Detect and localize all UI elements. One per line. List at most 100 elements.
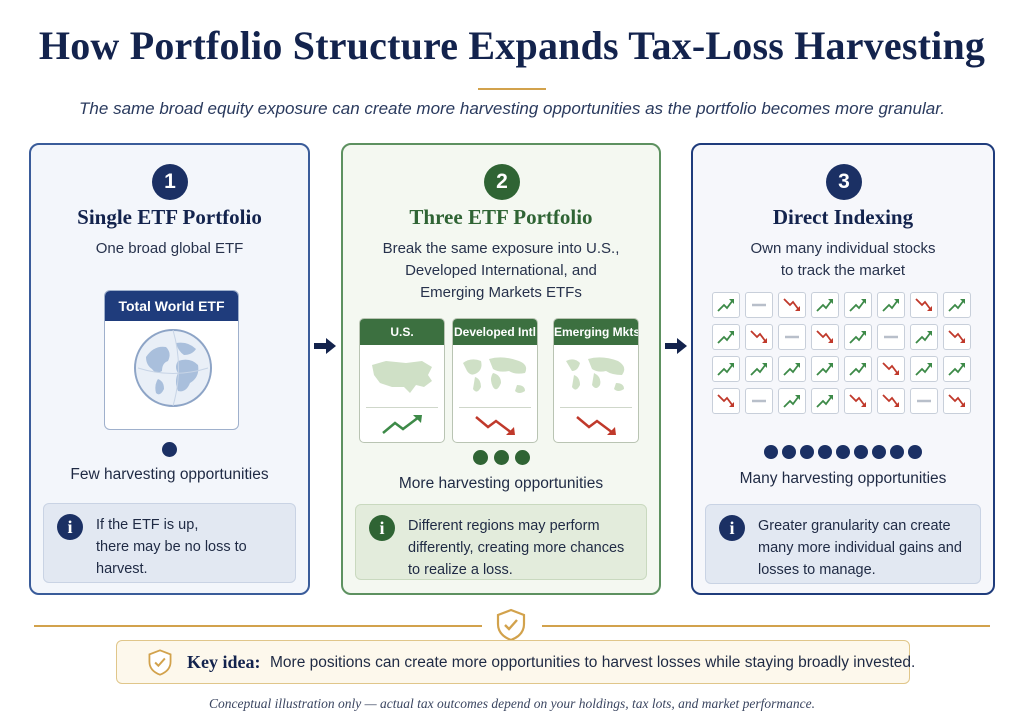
opportunity-dot <box>908 445 922 459</box>
trend-down-icon <box>475 416 515 435</box>
info-line: Greater granularity can create <box>758 518 951 534</box>
stock-cell-up <box>910 356 938 382</box>
stock-cell-up <box>844 292 872 318</box>
info-icon: i <box>719 515 745 541</box>
section-divider <box>542 625 990 627</box>
info-text: If the ETF is up, there may be no loss t… <box>96 514 287 580</box>
trend-up-icon <box>816 395 833 408</box>
description-line: to track the market <box>780 262 906 279</box>
description-line: Developed International, and <box>405 262 597 279</box>
stock-cell-down <box>745 324 773 350</box>
stock-cell-flat <box>910 388 938 414</box>
trend-flat-icon <box>917 399 931 403</box>
stock-cell-down <box>712 388 740 414</box>
trend-down-icon <box>948 330 965 343</box>
stock-cell-up <box>811 388 839 414</box>
stock-cell-up <box>745 356 773 382</box>
info-line: to realize a loss. <box>408 562 513 578</box>
trend-up-icon <box>948 299 965 312</box>
key-idea-text: More positions can create more opportuni… <box>270 654 916 671</box>
trend-flat-icon <box>752 399 766 403</box>
stock-cell-up <box>877 292 905 318</box>
stock-cell-down <box>877 356 905 382</box>
opportunity-dot <box>514 450 530 465</box>
description-line: Emerging Markets ETFs <box>420 284 582 301</box>
info-line: Different regions may perform <box>408 518 600 534</box>
stock-cell-up <box>712 324 740 350</box>
trend-down-icon <box>750 330 767 343</box>
trend-up-icon <box>849 331 866 344</box>
card-title: Direct Indexing <box>772 205 914 229</box>
trend-down-icon <box>849 394 866 407</box>
trend-up-icon <box>915 331 932 344</box>
trend-up-icon <box>783 395 800 408</box>
globe-icon <box>134 329 212 407</box>
info-icon: i <box>57 514 83 540</box>
opportunity-label: Many harvesting opportunities <box>739 470 947 487</box>
stock-cell-down <box>778 292 806 318</box>
region-card-developed: Developed Intl <box>452 318 538 443</box>
card-three-etf: 2 Three ETF Portfolio Break the same exp… <box>341 143 661 595</box>
trend-up-icon <box>750 363 767 376</box>
trend-down-icon <box>882 394 899 407</box>
us-map-icon <box>372 361 432 393</box>
trend-up-icon <box>816 363 833 376</box>
description-line: Break the same exposure into U.S., <box>382 240 620 257</box>
world-map-icon <box>463 357 527 393</box>
shield-check-icon <box>496 608 526 642</box>
opportunity-dot <box>836 445 850 459</box>
trend-down-icon <box>783 298 800 311</box>
stock-cell-down <box>910 292 938 318</box>
stock-cell-up <box>943 292 971 318</box>
trend-flat-icon <box>752 303 766 307</box>
trend-up-icon <box>717 299 734 312</box>
stock-cell-up <box>778 356 806 382</box>
stock-cell-up <box>844 356 872 382</box>
arrow-right-icon <box>665 338 687 354</box>
info-line: there may be no loss to harvest. <box>96 539 247 577</box>
trend-up-icon <box>849 299 866 312</box>
trend-flat-icon <box>785 335 799 339</box>
step-number-badge: 1 <box>152 164 188 200</box>
trend-up-icon <box>816 299 833 312</box>
info-box: i Different regions may perform differen… <box>355 504 647 580</box>
opportunity-dot <box>162 442 177 457</box>
etf-box: Total World ETF <box>104 290 239 430</box>
region-divider <box>459 407 531 408</box>
trend-up-icon <box>915 363 932 376</box>
trend-up-icon <box>849 363 866 376</box>
trend-up-icon <box>783 363 800 376</box>
region-card-us: U.S. <box>359 318 445 443</box>
card-title: Single ETF Portfolio <box>77 205 262 229</box>
trend-down-icon <box>576 416 616 435</box>
description-line: Own many individual stocks <box>750 240 936 257</box>
step-number-badge: 2 <box>484 164 520 200</box>
page-title: How Portfolio Structure Expands Tax-Loss… <box>38 23 986 68</box>
title-divider <box>478 88 546 90</box>
stock-cell-down <box>844 388 872 414</box>
info-line: differently, creating more chances <box>408 540 625 556</box>
stock-cell-up <box>778 388 806 414</box>
stock-cell-down <box>943 388 971 414</box>
trend-down-icon <box>816 330 833 343</box>
region-label: U.S. <box>360 319 444 345</box>
info-line: losses to manage. <box>758 562 876 578</box>
stock-cell-flat <box>877 324 905 350</box>
stock-cell-down <box>943 324 971 350</box>
world-map-icon <box>566 357 625 391</box>
opportunity-dot <box>818 445 832 459</box>
stock-cell-flat <box>778 324 806 350</box>
info-icon: i <box>369 515 395 541</box>
opportunity-dots <box>31 442 308 462</box>
page-subtitle: The same broad equity exposure can creat… <box>79 99 945 118</box>
stock-cell-up <box>712 356 740 382</box>
opportunity-label: More harvesting opportunities <box>398 475 604 492</box>
section-divider <box>34 625 482 627</box>
opportunity-dot <box>764 445 778 459</box>
stock-cell-down <box>877 388 905 414</box>
info-text: Different regions may perform differentl… <box>408 515 638 581</box>
opportunity-dot <box>493 450 509 465</box>
shield-check-icon <box>148 649 172 676</box>
opportunity-label: Few harvesting opportunities <box>70 466 269 483</box>
stock-cell-down <box>811 324 839 350</box>
